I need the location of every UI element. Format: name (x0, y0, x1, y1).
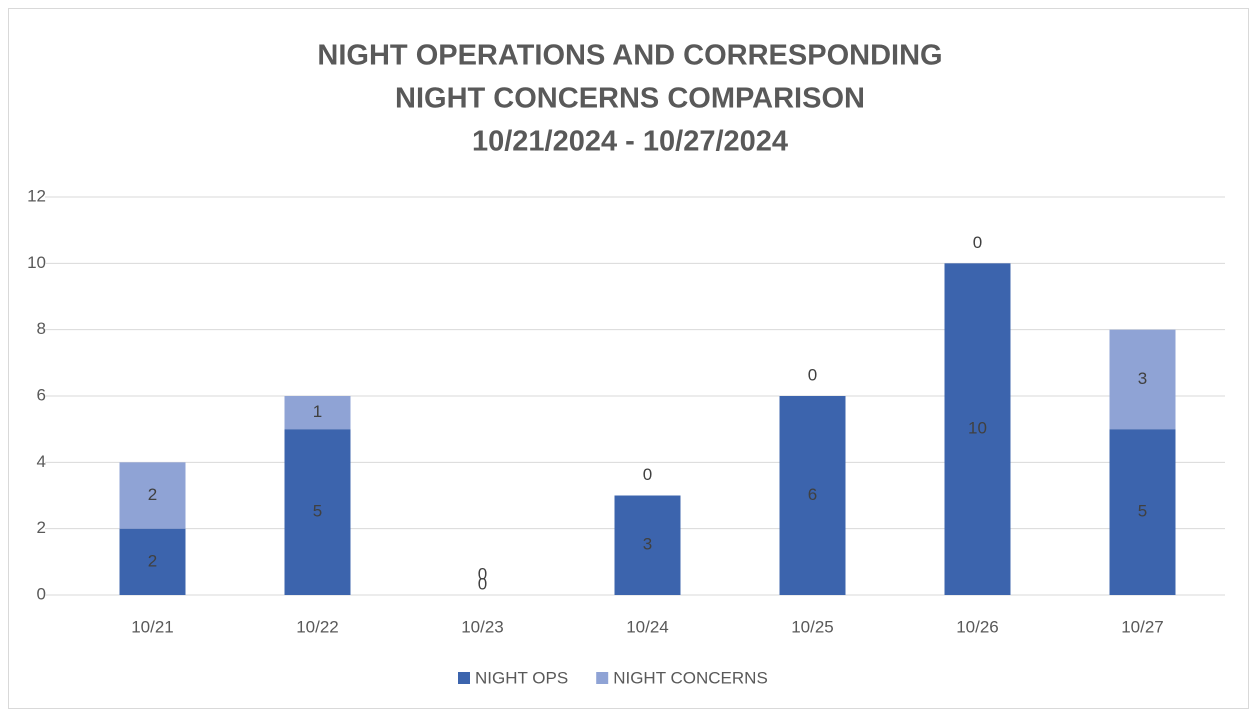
x-tick-label: 10/26 (956, 617, 999, 636)
legend-label: NIGHT CONCERNS (613, 668, 768, 687)
bar-segment (119, 528, 186, 595)
y-tick-label: 8 (37, 319, 46, 338)
y-tick-label: 12 (27, 186, 46, 205)
x-tick-label: 10/27 (1121, 617, 1164, 636)
data-label: 0 (478, 574, 487, 593)
data-label: 5 (313, 502, 322, 521)
chart-title: 10/21/2024 - 10/27/2024 (472, 126, 788, 158)
y-tick-label: 6 (37, 385, 46, 404)
bar-segment (1109, 329, 1176, 430)
x-tick-label: 10/23 (461, 617, 504, 636)
bar-segment (284, 429, 351, 595)
data-label: 2 (148, 485, 157, 504)
data-label: 0 (973, 233, 982, 252)
chart-title: NIGHT CONCERNS COMPARISON (395, 83, 865, 115)
bar-segment (614, 495, 681, 595)
legend-swatch (596, 672, 609, 684)
data-label: 0 (478, 564, 487, 583)
data-label: 0 (643, 465, 652, 484)
data-label: 6 (808, 485, 817, 504)
x-tick-label: 10/22 (296, 617, 339, 636)
bar-segment (779, 396, 846, 595)
y-tick-label: 0 (37, 584, 46, 603)
bar-segment (1109, 429, 1176, 595)
data-label: 1 (313, 402, 322, 421)
legend-label: NIGHT OPS (475, 668, 568, 687)
data-label: 2 (148, 551, 157, 570)
bar-segment (944, 263, 1011, 595)
data-label: 10 (968, 419, 987, 438)
bar-segment (284, 396, 351, 430)
data-label: 0 (808, 365, 817, 384)
data-label: 3 (643, 535, 652, 554)
bar-segment (119, 462, 186, 529)
x-tick-label: 10/24 (626, 617, 669, 636)
data-label: 5 (1138, 502, 1147, 521)
y-tick-label: 2 (37, 518, 46, 537)
y-tick-label: 4 (37, 452, 46, 471)
data-label: 3 (1138, 369, 1147, 388)
legend-swatch (458, 672, 470, 684)
x-tick-label: 10/25 (791, 617, 834, 636)
x-tick-label: 10/21 (131, 617, 174, 636)
y-tick-label: 10 (27, 253, 46, 272)
chart-title: NIGHT OPERATIONS AND CORRESPONDING (317, 40, 942, 72)
